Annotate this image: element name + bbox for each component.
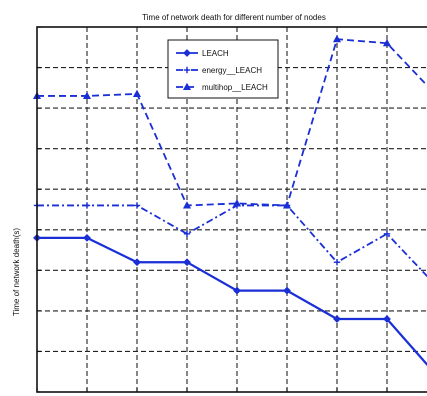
data-point [283, 286, 291, 295]
legend-marker [182, 82, 192, 91]
series-leach [33, 233, 427, 367]
data-point [383, 230, 391, 238]
data-point [333, 315, 341, 323]
data-point [183, 230, 191, 238]
data-point [232, 199, 242, 207]
legend-marker [183, 49, 191, 57]
legend: LEACH energy__LEACH multihop__LEACH [167, 39, 279, 99]
chart-title: Time of network death for different numb… [142, 13, 326, 22]
series-energy-leach [33, 202, 427, 278]
plot-series [32, 34, 427, 367]
data-point [132, 89, 142, 97]
legend-marker [183, 66, 191, 74]
legend-label: LEACH [202, 49, 229, 58]
data-point [382, 38, 392, 47]
data-point [282, 201, 292, 209]
data-point [333, 259, 341, 266]
plot-frame [36, 26, 427, 393]
legend-item: LEACH [176, 49, 229, 58]
y-axis-label: Time of network death(s) [12, 228, 21, 317]
series-line [37, 204, 427, 278]
data-point [332, 34, 342, 43]
data-point [233, 286, 241, 295]
series-line [37, 38, 427, 207]
series-line [37, 236, 427, 367]
data-point [133, 202, 141, 209]
data-point [133, 258, 141, 267]
legend-label: multihop__LEACH [202, 83, 268, 92]
data-point [383, 315, 391, 323]
legend-item: energy__LEACH [176, 66, 262, 75]
data-point [182, 201, 192, 209]
data-point [82, 91, 92, 100]
legend-item: multihop__LEACH [176, 82, 268, 92]
data-point [83, 233, 91, 242]
data-point [83, 202, 91, 209]
legend-label: energy__LEACH [202, 66, 262, 75]
data-point [183, 258, 191, 267]
